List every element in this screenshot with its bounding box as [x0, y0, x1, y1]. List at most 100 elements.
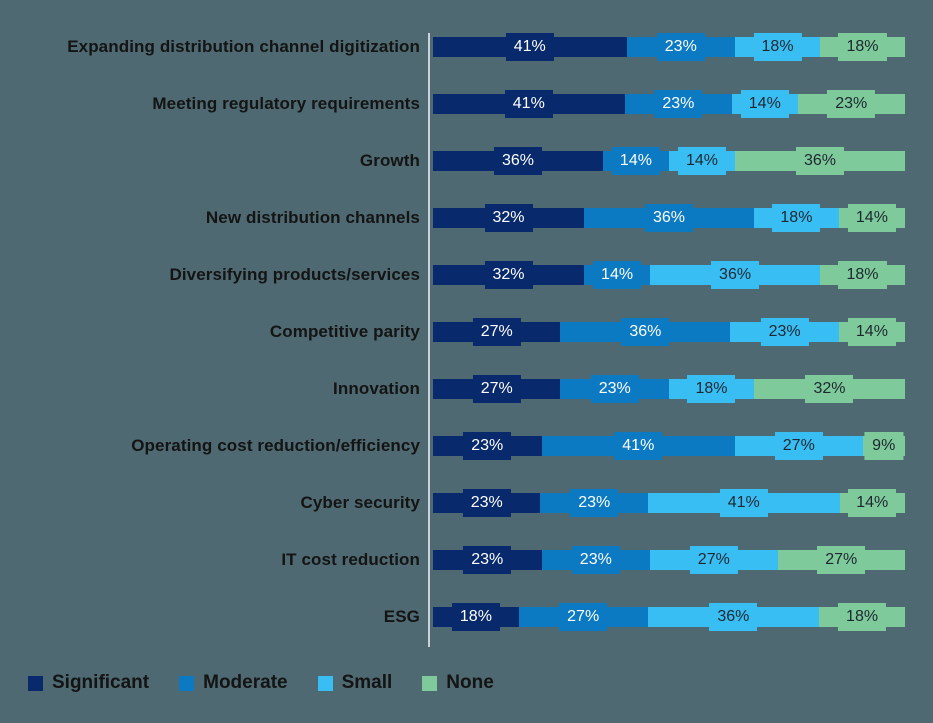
data-label: 18% [753, 32, 802, 61]
bar-segment-small: 36% [647, 602, 820, 631]
bar-segment-none: 18% [819, 602, 905, 631]
data-label: 32% [484, 260, 533, 289]
bar-track: 32% 36% 18% 14% [433, 203, 905, 232]
bar-segment-significant: 18% [433, 602, 519, 631]
category-label: Meeting regulatory requirements [152, 93, 420, 113]
legend-item-small: Small [317, 672, 393, 694]
category-label: ESG [383, 606, 420, 626]
category-label: IT cost reduction [281, 549, 420, 569]
data-label: 18% [451, 602, 500, 631]
bar-segment-moderate: 41% [541, 431, 736, 460]
bar-segment-moderate: 14% [602, 146, 669, 175]
data-label: 23% [827, 89, 876, 118]
data-label: 14% [847, 203, 896, 232]
data-label: 14% [848, 488, 897, 517]
bar-segment-none: 36% [735, 146, 905, 175]
bar-segment-moderate: 36% [584, 203, 754, 232]
bar-track: 32% 14% 36% 18% [433, 260, 905, 289]
category-label: Competitive parity [269, 321, 420, 341]
bar-segment-none: 14% [838, 317, 905, 346]
category-label: Cyber security [300, 492, 420, 512]
category-label: Innovation [333, 378, 420, 398]
data-label: 36% [621, 317, 670, 346]
category-label: Growth [359, 150, 420, 170]
data-label: 32% [484, 203, 533, 232]
bar-row: Growth 36% 14% 14% 36% [0, 132, 905, 189]
bar-track: 27% 23% 18% 32% [433, 374, 905, 403]
data-label: 23% [463, 431, 512, 460]
data-label: 27% [472, 374, 521, 403]
data-label: 41% [504, 89, 553, 118]
data-label: 27% [817, 545, 866, 574]
bar-segment-moderate: 36% [560, 317, 731, 346]
bar-segment-none: 32% [753, 374, 905, 403]
bar-segment-none: 27% [777, 545, 905, 574]
bar-segment-moderate: 23% [560, 374, 669, 403]
data-label: 23% [462, 488, 511, 517]
bar-segment-small: 18% [668, 374, 754, 403]
bar-segment-significant: 32% [433, 203, 585, 232]
category-label: Operating cost reduction/efficiency [131, 435, 420, 455]
bar-segment-moderate: 23% [626, 32, 736, 61]
legend-label: Moderate [203, 672, 288, 693]
data-label: 36% [711, 260, 760, 289]
legend-item-none: None [422, 672, 494, 694]
data-label: 9% [864, 431, 904, 460]
bar-segment-significant: 32% [433, 260, 585, 289]
category-label: Diversifying products/services [169, 264, 420, 284]
bar-row: Meeting regulatory requirements 41% 23% 14%… [0, 75, 905, 132]
bar-segment-none: 23% [797, 89, 905, 118]
bar-segment-moderate: 14% [584, 260, 651, 289]
data-label: 36% [709, 602, 758, 631]
bar-segment-significant: 23% [433, 545, 542, 574]
data-label: 23% [656, 32, 705, 61]
bar-segment-significant: 41% [433, 32, 627, 61]
bar-segment-moderate: 23% [540, 488, 648, 517]
bar-segment-small: 41% [647, 488, 840, 517]
bar-segment-none: 18% [820, 260, 905, 289]
legend: Significant Moderate Small None [28, 668, 494, 698]
legend-label: Significant [52, 672, 150, 693]
data-label: 27% [774, 431, 823, 460]
data-label: 36% [493, 146, 542, 175]
bar-row: New distribution channels 32% 36% 18% 14% [0, 189, 905, 246]
bar-segment-small: 14% [732, 89, 798, 118]
data-label: 18% [838, 260, 887, 289]
legend-swatch [179, 675, 195, 691]
bar-segment-none: 9% [862, 431, 905, 460]
data-label: 41% [614, 431, 663, 460]
data-label: 36% [644, 203, 693, 232]
bar-segment-significant: 41% [433, 89, 625, 118]
legend-label: Small [341, 672, 393, 693]
bar-row: Expanding distribution channel digitizat… [0, 18, 905, 75]
bar-segment-none: 14% [838, 203, 905, 232]
bar-segment-significant: 27% [433, 317, 561, 346]
bar-segment-small: 23% [730, 317, 839, 346]
bar-row: Innovation 27% 23% 18% 32% [0, 360, 905, 417]
category-label: Expanding distribution channel digitizat… [67, 36, 420, 56]
bar-track: 41% 23% 18% 18% [433, 32, 905, 61]
bar-segment-moderate: 23% [624, 89, 733, 118]
bar-track: 23% 23% 27% 27% [433, 545, 905, 574]
legend-item-moderate: Moderate [179, 672, 288, 694]
legend-swatch [28, 675, 43, 691]
data-label: 23% [463, 545, 512, 574]
bar-track: 36% 14% 14% 36% [433, 146, 905, 175]
y-axis-line [428, 33, 430, 647]
bar-segment-none: 18% [820, 32, 905, 61]
data-label: 23% [654, 89, 703, 118]
data-label: 18% [838, 602, 887, 631]
data-label: 32% [805, 374, 854, 403]
bar-segment-significant: 27% [433, 374, 561, 403]
bar-track: 27% 36% 23% 14% [433, 317, 905, 346]
data-label: 27% [689, 545, 738, 574]
bar-row: Diversifying products/services 32% 14% 36% 1… [0, 246, 905, 303]
bar-track: 18% 27% 36% 18% [433, 602, 905, 631]
bar-segment-small: 18% [753, 203, 839, 232]
data-label: 14% [678, 146, 727, 175]
bar-segment-small: 27% [735, 431, 863, 460]
data-label: 23% [571, 545, 620, 574]
bar-segment-none: 14% [839, 488, 905, 517]
bar-segment-small: 36% [650, 260, 821, 289]
